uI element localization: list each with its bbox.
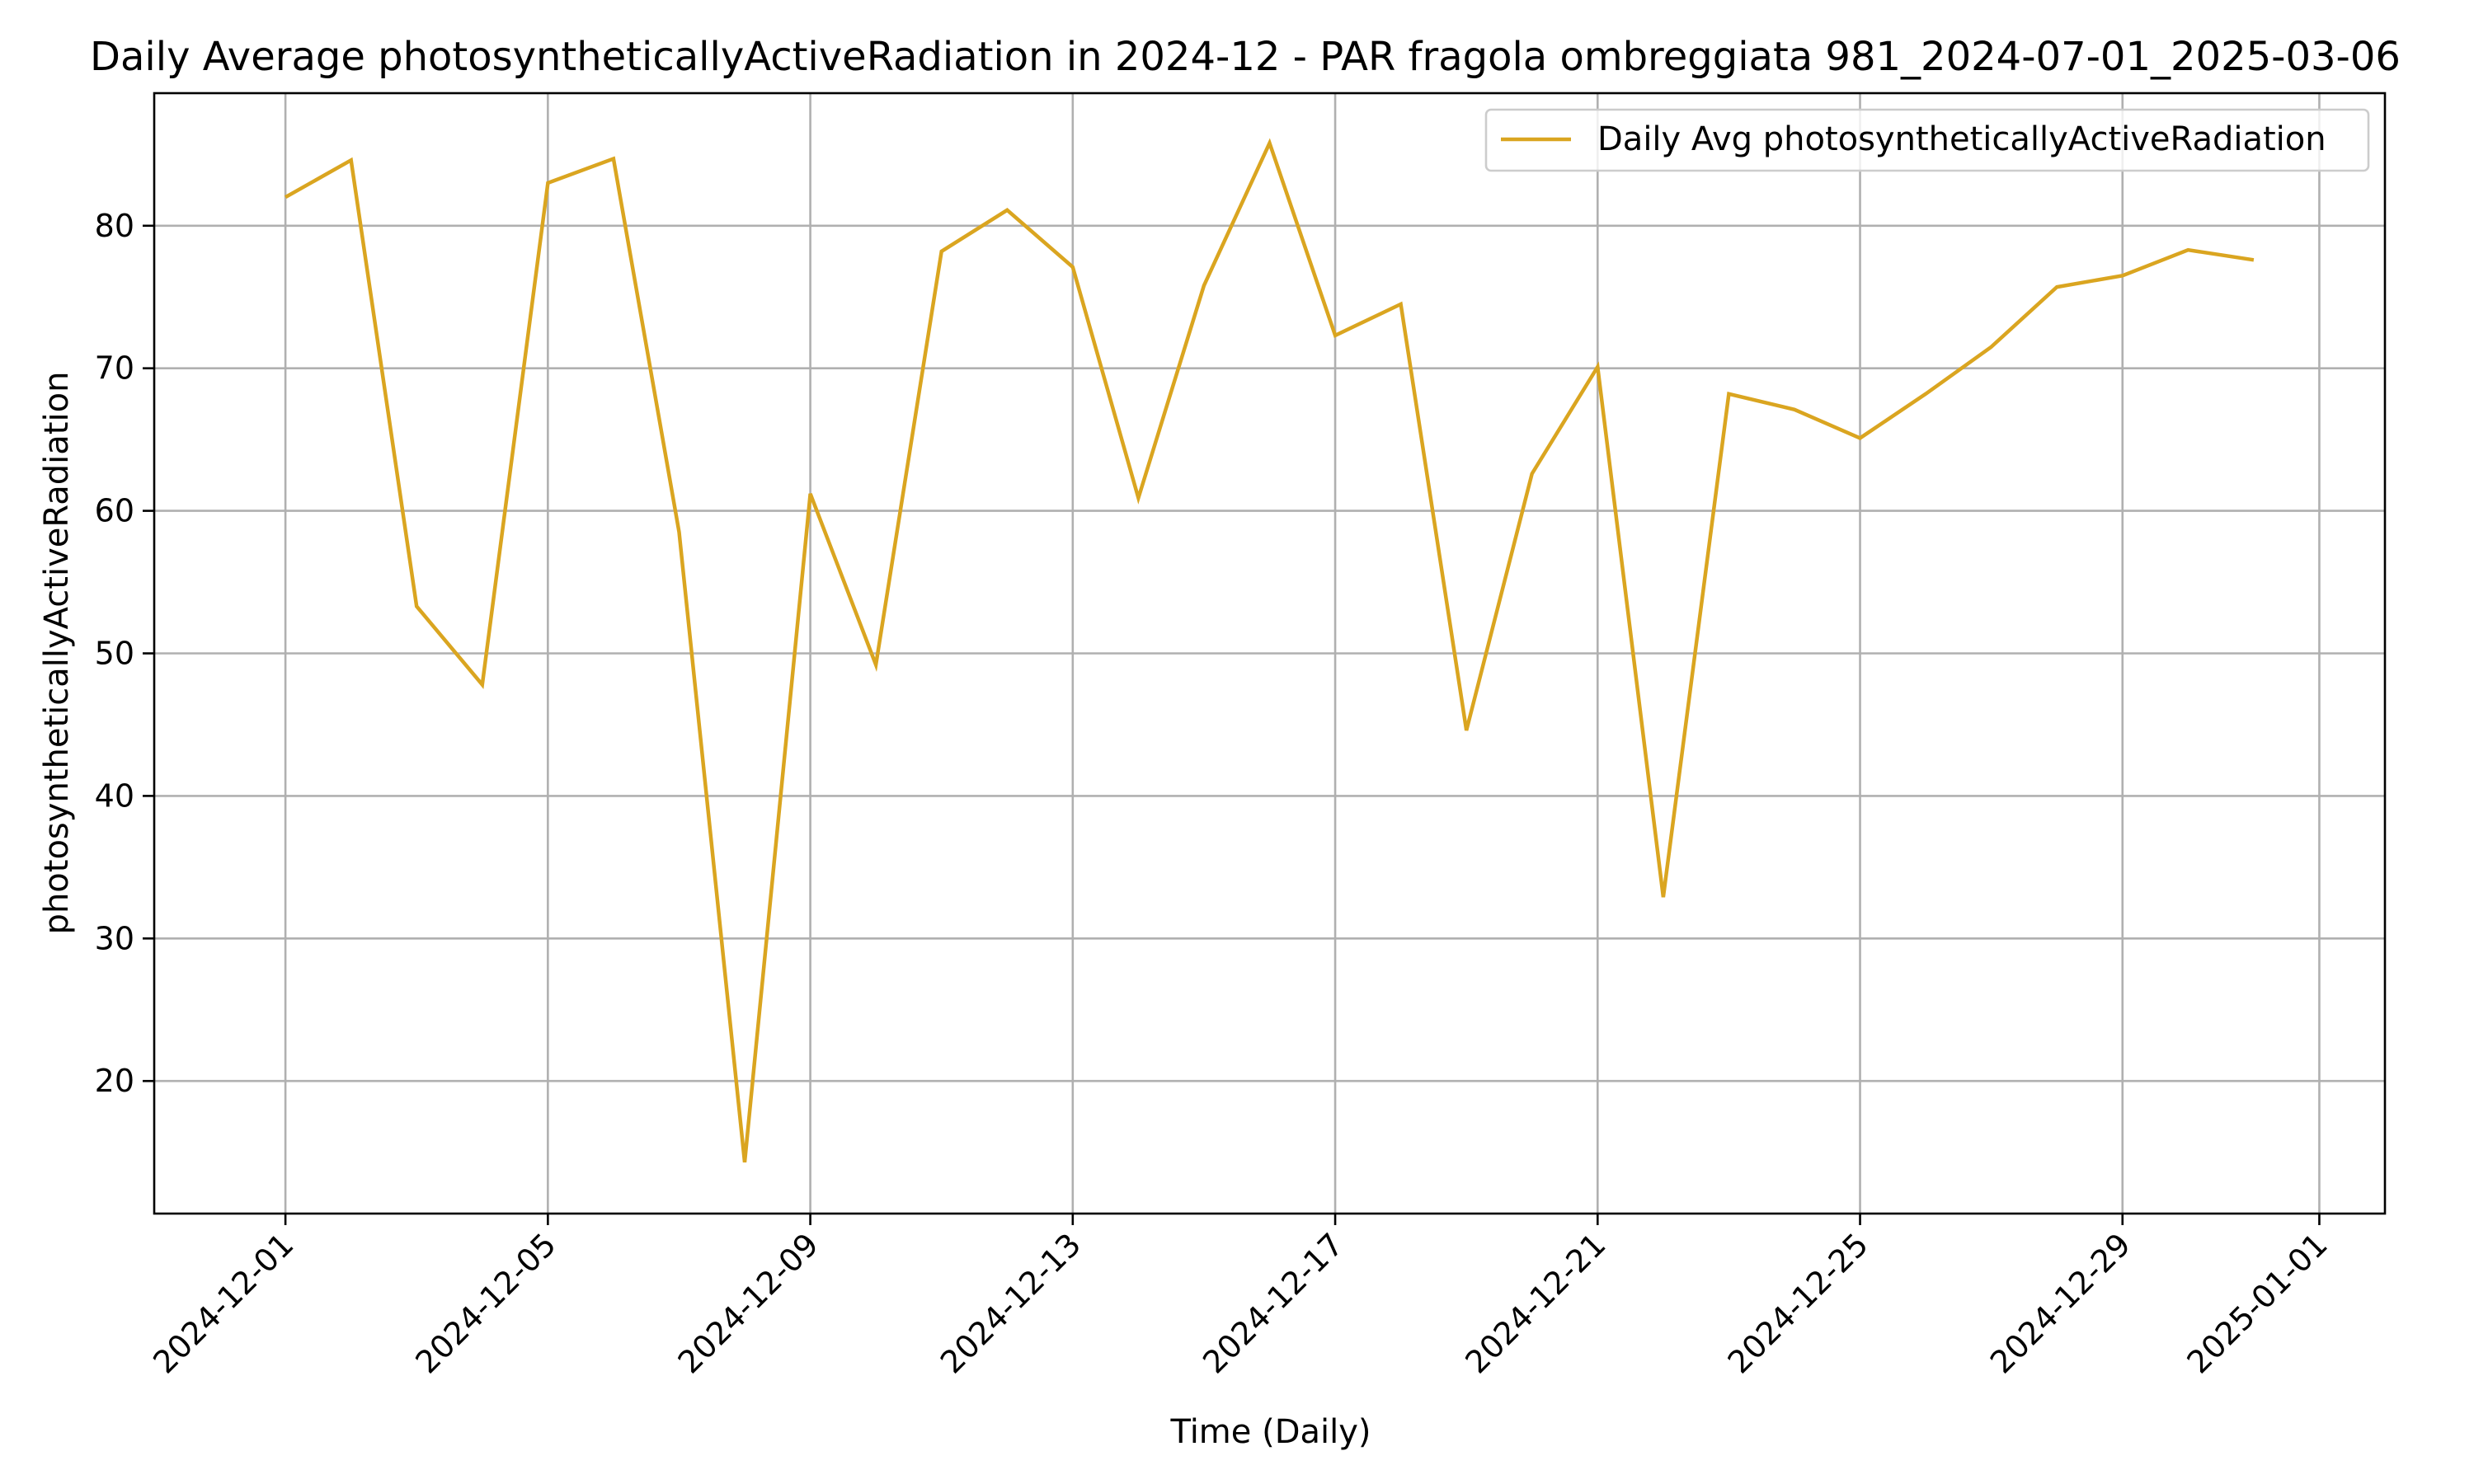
grid — [154, 93, 2385, 1214]
x-tick-label: 2024-12-09 — [671, 1226, 825, 1380]
legend-label: Daily Avg photosyntheticallyActiveRadiat… — [1597, 120, 2326, 158]
x-tick-label: 2024-12-21 — [1458, 1226, 1612, 1380]
x-tick-label: 2024-12-17 — [1196, 1226, 1350, 1380]
y-tick-label: 60 — [95, 493, 134, 529]
x-tick-label: 2024-12-29 — [1983, 1226, 2138, 1380]
y-tick-label: 30 — [95, 920, 134, 956]
y-tick-label: 40 — [95, 777, 134, 814]
chart-title: Daily Average photosyntheticallyActiveRa… — [90, 34, 2401, 80]
y-tick-label: 70 — [95, 350, 134, 387]
x-tick-label: 2024-12-05 — [408, 1226, 562, 1380]
data-series — [284, 138, 2255, 1163]
x-axis-label: Time (Daily) — [1169, 1413, 1371, 1451]
y-axis-label: photosyntheticallyActiveRadiation — [38, 372, 76, 935]
y-tick-label: 50 — [95, 636, 134, 672]
x-tick-label: 2024-12-13 — [934, 1226, 1088, 1380]
legend-box — [1484, 108, 2370, 172]
y-tick-label: 20 — [95, 1063, 134, 1099]
axis-ticks: 2024-12-01 2024-12-05 2024-12-09 2024-12-13… — [95, 208, 2335, 1381]
x-tick-label: 2024-12-25 — [1721, 1226, 1875, 1380]
x-tick-label: 2024-12-01 — [146, 1226, 300, 1380]
series-line — [284, 138, 2255, 1163]
y-tick-label: 80 — [95, 208, 134, 244]
x-tick-label: 2025-01-01 — [2180, 1226, 2335, 1380]
legend: Daily Avg photosyntheticallyActiveRadiat… — [1484, 108, 2370, 172]
